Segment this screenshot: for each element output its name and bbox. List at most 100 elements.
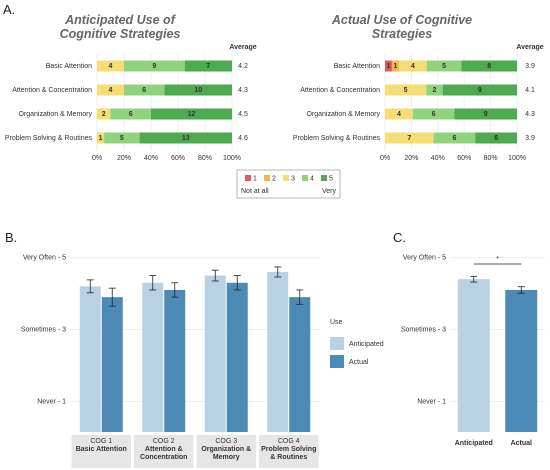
average-value: 4.6 — [238, 135, 248, 142]
average-value: 3.9 — [525, 135, 535, 142]
data-label: 8 — [487, 63, 491, 70]
average-value: 4.3 — [525, 111, 535, 118]
facet-strip — [134, 435, 194, 468]
facet-label: Organization & Memory — [201, 446, 252, 462]
bar-segment — [454, 108, 517, 120]
data-label: 9 — [484, 111, 488, 118]
legend-swatch — [283, 175, 289, 181]
legend-note: Very — [322, 188, 337, 195]
annotation: * — [496, 256, 499, 263]
category-label: Problem Solving & Routines — [5, 135, 93, 142]
bar-segment — [385, 60, 392, 72]
legend-swatch — [302, 175, 308, 181]
facet-label: Problem Solving & Routines — [261, 446, 317, 462]
y-tick-label: Never - 1 — [417, 398, 446, 405]
legend-swatch — [245, 175, 251, 181]
x-tick-label: 80% — [484, 155, 498, 162]
average-value: 4.3 — [238, 87, 248, 94]
bar — [164, 289, 186, 432]
data-label: 1 — [387, 63, 391, 70]
bar — [101, 297, 123, 432]
data-label: 6 — [494, 135, 498, 142]
x-tick-label: Actual — [511, 440, 532, 447]
data-label: 2 — [433, 87, 437, 94]
bar — [79, 286, 101, 432]
x-tick-label: 40% — [431, 155, 445, 162]
x-tick-label: 0% — [380, 155, 390, 162]
bar — [505, 289, 538, 432]
bar — [289, 297, 311, 432]
y-tick-label: Never - 1 — [37, 398, 66, 405]
legend-title: Use — [330, 319, 343, 326]
data-label: 7 — [407, 135, 411, 142]
category-label: Problem Solving & Routines — [293, 135, 381, 142]
bar-segment — [475, 132, 517, 144]
category-label: Organization & Memory — [306, 111, 380, 118]
bar — [267, 271, 289, 432]
x-tick-label: COG 2 — [153, 438, 175, 445]
x-tick-label: 20% — [117, 155, 131, 162]
x-tick-label: COG 1 — [90, 438, 112, 445]
average-value: 3.9 — [525, 63, 535, 70]
average-header: Average — [229, 44, 256, 51]
category-label: Organization & Memory — [18, 111, 92, 118]
bar-segment — [461, 60, 517, 72]
panel-label: A. — [3, 2, 16, 17]
data-label: 4 — [109, 87, 113, 94]
chart-title: Actual Use of Cognitive Strategies — [331, 13, 473, 41]
y-tick-label: Very Often - 5 — [23, 254, 66, 261]
bar-segment — [151, 108, 232, 120]
facet-strip — [71, 435, 131, 468]
x-tick-label: 80% — [198, 155, 212, 162]
data-label: 5 — [442, 63, 446, 70]
category-label: Basic Attention — [46, 63, 92, 70]
bar-segment — [139, 132, 232, 144]
bar-segment — [124, 60, 185, 72]
legend-note: Not at all — [241, 188, 269, 195]
legend-label: 3 — [291, 175, 295, 182]
bar-segment — [104, 132, 140, 144]
data-label: 9 — [152, 63, 156, 70]
x-tick-label: 60% — [457, 155, 471, 162]
x-tick-label: 40% — [144, 155, 158, 162]
data-label: 2 — [102, 111, 106, 118]
legend-swatch — [321, 175, 327, 181]
data-label: 5 — [404, 87, 408, 94]
data-label: 6 — [142, 87, 146, 94]
x-tick-label: 20% — [404, 155, 418, 162]
chart-title: Anticipated Use of Cognitive Strategies — [59, 13, 181, 41]
bar-segment — [426, 84, 443, 96]
legend-label: 1 — [253, 175, 257, 182]
x-tick-label: Anticipated — [455, 440, 493, 447]
data-label: 6 — [129, 111, 133, 118]
data-label: 5 — [120, 135, 124, 142]
bar-segment — [426, 60, 462, 72]
data-label: 6 — [453, 135, 457, 142]
bar-segment — [97, 132, 105, 144]
bar — [226, 282, 248, 432]
bar-segment — [97, 108, 111, 120]
data-label: 9 — [478, 87, 482, 94]
x-tick-label: 60% — [171, 155, 185, 162]
data-label: 4 — [397, 111, 401, 118]
x-tick-label: 100% — [508, 155, 526, 162]
data-label: 7 — [206, 63, 210, 70]
bar-segment — [398, 60, 427, 72]
bar — [142, 282, 164, 432]
legend-swatch — [264, 175, 270, 181]
bar-segment — [442, 84, 517, 96]
bar-segment — [97, 60, 124, 72]
data-label: 4 — [411, 63, 415, 70]
data-label: 1 — [393, 63, 397, 70]
bar-segment — [97, 84, 124, 96]
average-value: 4.1 — [525, 87, 535, 94]
category-label: Basic Attention — [334, 63, 380, 70]
legend-label: 2 — [272, 175, 276, 182]
x-tick-label: COG 4 — [278, 438, 300, 445]
x-tick-label: 0% — [92, 155, 102, 162]
bar-segment — [124, 84, 165, 96]
legend-label: Actual — [349, 359, 369, 366]
legend-label: 5 — [329, 175, 333, 182]
x-tick-label: 100% — [223, 155, 241, 162]
